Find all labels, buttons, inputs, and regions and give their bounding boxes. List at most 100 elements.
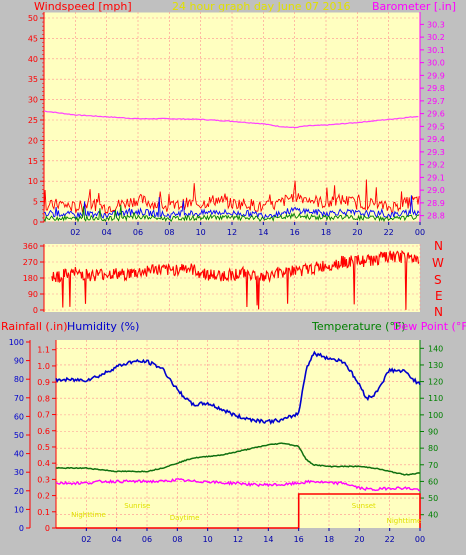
temp-axis-tick-label: 80 xyxy=(428,444,438,453)
x-tick-label: 04 xyxy=(102,228,112,237)
wind-axis-tick-label: 5 xyxy=(33,198,38,207)
wind-axis-tick-label: 15 xyxy=(28,157,38,166)
wind-direction-tick-label: 0 xyxy=(33,306,38,315)
wind-baro-x-ticks: 02 04 06 08 10 12 14 16 18 20 22 00 xyxy=(70,222,425,237)
baro-axis-tick-label: 30.1 xyxy=(427,46,445,55)
humidity-line xyxy=(55,350,421,425)
wind-axis-tick-label: 20 xyxy=(28,136,38,145)
sun-labels: Nighttime Sunrise Daytime Sunset Nighttime xyxy=(71,502,421,525)
x-tick-label: 06 xyxy=(142,535,152,544)
wind-gust-line xyxy=(43,179,420,215)
rain-axis-tick-label: 50 xyxy=(14,431,24,440)
wind-axis: 0 5 10 15 20 25 30 35 40 45 50 xyxy=(28,12,45,227)
baro-axis-tick-label: 30.3 xyxy=(427,20,445,29)
baro-axis-tick-label: 28.9 xyxy=(427,199,445,208)
baro-axis-tick-label: 29.5 xyxy=(427,122,445,131)
rain-axis-tick-label: 60 xyxy=(14,412,24,421)
temp-axis-tick-label: 70 xyxy=(428,461,438,470)
wind-direction-tick-label: 270 xyxy=(23,258,38,267)
temp-axis-tick-label: 40 xyxy=(428,511,438,520)
wind-direction-series xyxy=(51,249,420,310)
baro-axis-tick-label: 29.1 xyxy=(427,173,445,182)
baro-axis-tick-label: 30.2 xyxy=(427,33,445,42)
x-tick-label: 18 xyxy=(324,535,334,544)
x-tick-label: 06 xyxy=(133,228,143,237)
x-tick-label: 02 xyxy=(81,535,91,544)
wind-axis-tick-label: 10 xyxy=(28,177,38,186)
x-tick-label: 00 xyxy=(415,228,425,237)
temp-axis-tick-label: 130 xyxy=(428,361,443,370)
humidity-axis-tick-label: 0.5 xyxy=(37,443,50,452)
baro-axis-tick-label: 29.0 xyxy=(427,186,445,195)
x-tick-label: 12 xyxy=(233,535,243,544)
humidity-axis-tick-label: 0 xyxy=(45,524,50,533)
wind-axis-tick-label: 0 xyxy=(33,218,38,227)
sun-label: Daytime xyxy=(170,514,200,522)
wind-direction-line xyxy=(51,249,420,310)
humidity-axis-tick-label: 0.1 xyxy=(37,508,50,517)
baro-axis-tick-label: 29.3 xyxy=(427,148,445,157)
x-tick-label: 16 xyxy=(290,228,300,237)
humidity-axis-tick-label: 0.2 xyxy=(37,492,50,501)
x-tick-label: 14 xyxy=(263,535,273,544)
wind-axis-tick-label: 45 xyxy=(28,34,38,43)
compass-n-bottom: N xyxy=(434,305,443,319)
wind-axis-tick-label: 40 xyxy=(28,55,38,64)
baro-axis-label: Barometer [.in] xyxy=(372,0,456,13)
rain-axis-tick-label: 30 xyxy=(14,468,24,477)
wind-axis-tick-label: 35 xyxy=(28,75,38,84)
baro-axis-tick-label: 30.0 xyxy=(427,59,445,68)
baro-axis-tick-label: 29.7 xyxy=(427,97,445,106)
wind-direction-axis: 0 90 180 270 360 xyxy=(23,242,45,315)
baro-axis-tick-label: 29.2 xyxy=(427,161,445,170)
wind-baro-series xyxy=(43,110,420,223)
humidity-axis-tick-label: 0.6 xyxy=(37,427,50,436)
baro-axis: 28.8 28.9 29.0 29.1 29.2 29.3 29.4 29.5 29.6 29.7… xyxy=(419,12,445,222)
dew-point-line xyxy=(55,478,421,492)
humidity-axis-tick-label: 0.8 xyxy=(37,394,50,403)
temp-axis-tick-label: 60 xyxy=(428,477,438,486)
rain-axis-tick-label: 80 xyxy=(14,375,24,384)
x-tick-label: 18 xyxy=(321,228,331,237)
wind-direction-tick-label: 90 xyxy=(28,290,38,299)
wind-axis-tick-label: 50 xyxy=(28,14,38,23)
rain-axis-tick-label: 90 xyxy=(14,357,24,366)
temp-humidity-series xyxy=(55,350,421,529)
humidity-axis-tick-label: 1.0 xyxy=(37,362,50,371)
humidity-axis-label: Humidity (%) xyxy=(67,320,139,333)
wind-axis-tick-label: 30 xyxy=(28,96,38,105)
temp-axis-tick-label: 90 xyxy=(428,428,438,437)
x-tick-label: 12 xyxy=(227,228,237,237)
temp-axis-tick-label: 100 xyxy=(428,411,443,420)
x-tick-label: 22 xyxy=(384,228,394,237)
compass-n-top: N xyxy=(434,239,443,253)
barometer-line xyxy=(43,110,419,129)
rain-axis-tick-label: 0 xyxy=(19,524,24,533)
x-tick-label: 10 xyxy=(196,228,206,237)
dew-axis-label: Dew Point (°F) xyxy=(393,320,466,333)
x-tick-label: 08 xyxy=(164,228,174,237)
wind-direction-tick-label: 360 xyxy=(23,242,38,251)
x-tick-label: 08 xyxy=(172,535,182,544)
x-tick-label: 22 xyxy=(385,535,395,544)
rain-axis-tick-label: 100 xyxy=(9,338,24,347)
baro-axis-tick-label: 28.8 xyxy=(427,212,445,221)
x-tick-label: 14 xyxy=(258,228,268,237)
compass-s: S xyxy=(434,273,442,287)
x-tick-label: 10 xyxy=(203,535,213,544)
wind-axis-tick-label: 25 xyxy=(28,116,38,125)
compass-e: E xyxy=(435,289,443,303)
wind-axis-label: Windspeed [mph] xyxy=(34,0,132,13)
sun-label: Sunset xyxy=(352,502,376,510)
humidity-axis-tick-label: 0.9 xyxy=(37,378,50,387)
temperature-line xyxy=(55,442,421,476)
rain-axis-label: Rainfall (.in) xyxy=(1,320,68,333)
humidity-axis-tick-label: 0.3 xyxy=(37,475,50,484)
x-tick-label: 16 xyxy=(294,535,304,544)
temp-axis-tick-label: 120 xyxy=(428,378,443,387)
x-tick-label: 04 xyxy=(112,535,122,544)
x-tick-label: 20 xyxy=(352,228,362,237)
humidity-axis-tick-label: 1.1 xyxy=(37,346,50,355)
temp-humidity-axes: 0 10 20 30 40 50 60 70 80 90 100 0 0.1 0.2 0.3 0.4 0.5 0.… xyxy=(9,338,444,533)
